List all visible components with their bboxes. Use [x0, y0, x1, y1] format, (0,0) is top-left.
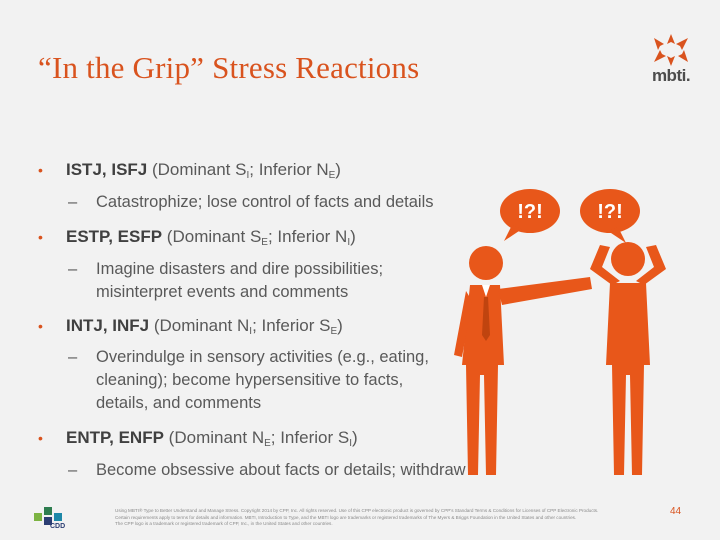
- logo-text: mbti.: [651, 66, 691, 85]
- stressed-figures-illustration: !?! !?!: [454, 189, 666, 475]
- sub-item: – Become obsessive about facts or detail…: [68, 459, 466, 482]
- bullet-item: • INTJ, INFJ (Dominant NI; Inferior SE): [38, 316, 343, 337]
- sub-item-line: Catastrophize; lose control of facts and…: [96, 193, 434, 211]
- bullet-functions: (Dominant SI; Inferior NE): [151, 160, 341, 181]
- sub-item: – Catastrophize; lose control of facts a…: [68, 191, 434, 214]
- bullet-dot: •: [38, 229, 43, 245]
- slide-title: “In the Grip” Stress Reactions: [38, 50, 420, 85]
- sub-item-line: cleaning); become hypersensitive to fact…: [96, 371, 404, 389]
- bullet-functions: (Dominant NI; Inferior SE): [153, 316, 343, 337]
- copyright-line: The CPP logo is a trademark or registere…: [115, 521, 333, 527]
- copyright-notice: Using MBTI® Type to Better Understand an…: [115, 508, 635, 528]
- bullet-types: ESTP, ESFP: [66, 227, 163, 246]
- bullet-item: • ESTP, ESFP (Dominant SE; Inferior NI): [38, 227, 356, 248]
- sub-item: – Imagine disasters and dire possibiliti…: [68, 258, 383, 304]
- bullet-dot: •: [38, 162, 43, 178]
- speech-bubble-left: !?!: [500, 189, 560, 241]
- svg-text:!?!: !?!: [517, 201, 543, 223]
- sub-item-line: Imagine disasters and dire possibilities…: [96, 260, 384, 278]
- bullet-dot: •: [38, 318, 43, 334]
- tie-icon: [482, 297, 490, 341]
- bullet-types: INTJ, INFJ: [66, 316, 150, 335]
- bullet-types: ISTJ, ISFJ: [66, 160, 148, 179]
- cdd-logo: CDD: [30, 505, 90, 535]
- bullet-dot: •: [38, 430, 43, 446]
- mbti-star-icon: [654, 34, 688, 66]
- sub-item-line: misinterpret events and comments: [96, 283, 349, 301]
- copyright-line: Certain requirements apply to terms for …: [115, 514, 577, 520]
- sub-item-line: Overindulge in sensory activities (e.g.,…: [96, 348, 429, 366]
- sub-item: – Overindulge in sensory activities (e.g…: [68, 346, 429, 415]
- stressed-person-icon: [590, 242, 666, 475]
- svg-text:!?!: !?!: [597, 201, 623, 223]
- bullet-types: ENTP, ENFP: [66, 428, 164, 447]
- people-group-icon: [34, 507, 62, 525]
- pointing-person-icon: [454, 246, 592, 475]
- sub-item-line: details, and comments: [96, 394, 262, 412]
- page-number: 44: [670, 506, 682, 517]
- tie-collar: [482, 285, 490, 297]
- mbti-logo: mbti.: [648, 32, 694, 92]
- copyright-line: Using MBTI® Type to Better Understand an…: [115, 508, 599, 513]
- speech-bubble-right: !?!: [580, 189, 640, 243]
- sub-item-line: Become obsessive about facts or details;…: [96, 461, 466, 479]
- brand-label: CDD: [50, 523, 66, 530]
- bullet-functions: (Dominant SE; Inferior NI): [166, 227, 356, 248]
- bullet-item: • ENTP, ENFP (Dominant NE; Inferior SI): [38, 428, 358, 449]
- bullet-item: • ISTJ, ISFJ (Dominant SI; Inferior NE): [38, 160, 341, 181]
- bullet-functions: (Dominant NE; Inferior SI): [168, 428, 358, 449]
